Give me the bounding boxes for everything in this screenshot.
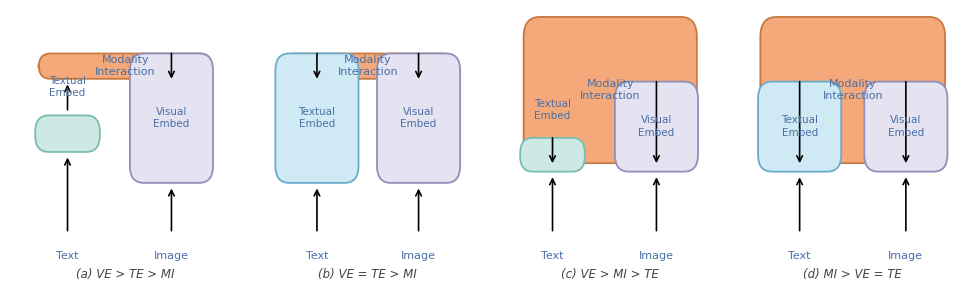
FancyBboxPatch shape: [864, 82, 947, 172]
FancyBboxPatch shape: [39, 53, 212, 79]
Text: Visual
Embed: Visual Embed: [400, 107, 437, 129]
Text: (b) VE = TE > MI: (b) VE = TE > MI: [319, 268, 417, 281]
Text: Image: Image: [638, 251, 673, 261]
Text: Image: Image: [401, 251, 436, 261]
Text: Modality
Interaction: Modality Interaction: [95, 55, 155, 77]
Text: Image: Image: [887, 251, 922, 261]
Text: Modality
Interaction: Modality Interaction: [822, 79, 882, 101]
FancyBboxPatch shape: [757, 82, 840, 172]
Text: Textual
Embed: Textual Embed: [533, 98, 571, 121]
FancyBboxPatch shape: [520, 138, 584, 172]
Text: Text: Text: [57, 251, 79, 261]
Text: Visual
Embed: Visual Embed: [887, 115, 923, 138]
Text: Textual
Embed: Textual Embed: [49, 76, 86, 98]
Text: Text: Text: [306, 251, 328, 261]
Text: Text: Text: [540, 251, 563, 261]
FancyBboxPatch shape: [523, 17, 697, 163]
Text: Visual
Embed: Visual Embed: [153, 107, 190, 129]
Text: Text: Text: [787, 251, 810, 261]
Text: Image: Image: [153, 251, 189, 261]
FancyBboxPatch shape: [35, 115, 100, 152]
Text: Visual
Embed: Visual Embed: [638, 115, 674, 138]
Text: Textual
Embed: Textual Embed: [298, 107, 335, 129]
FancyBboxPatch shape: [280, 53, 454, 79]
Text: (d) MI > VE = TE: (d) MI > VE = TE: [802, 268, 901, 281]
Text: (c) VE > MI > TE: (c) VE > MI > TE: [561, 268, 658, 281]
Text: Modality
Interaction: Modality Interaction: [579, 79, 640, 101]
Text: (a) VE > TE > MI: (a) VE > TE > MI: [76, 268, 174, 281]
FancyBboxPatch shape: [615, 82, 698, 172]
FancyBboxPatch shape: [759, 17, 944, 163]
Text: Textual
Embed: Textual Embed: [781, 115, 818, 138]
FancyBboxPatch shape: [276, 53, 359, 183]
FancyBboxPatch shape: [376, 53, 459, 183]
Text: Modality
Interaction: Modality Interaction: [337, 55, 398, 77]
FancyBboxPatch shape: [130, 53, 213, 183]
